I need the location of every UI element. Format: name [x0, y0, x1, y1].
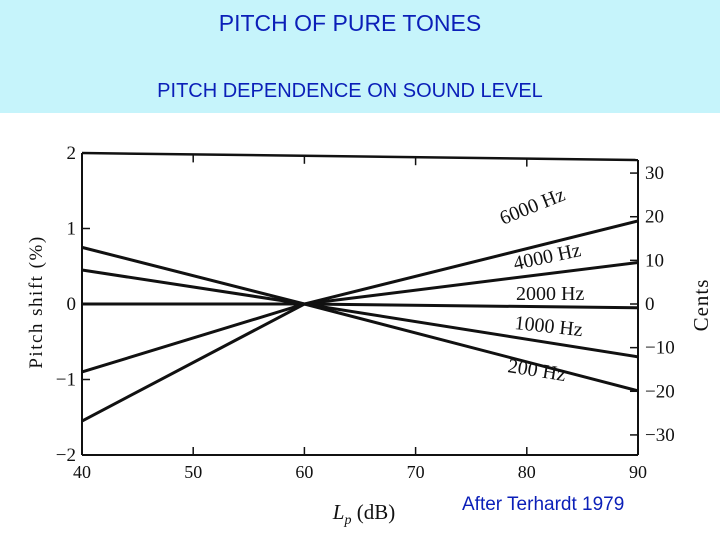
- page-title: PITCH OF PURE TONES: [218, 10, 482, 36]
- y2-tick-label: −30: [645, 425, 675, 446]
- source-credit: After Terhardt 1979: [462, 494, 625, 515]
- series-label: 2000 Hz: [516, 283, 584, 305]
- x-axis-title: Lp (dB): [332, 500, 395, 528]
- y2-tick-label: 20: [645, 207, 664, 228]
- y2-tick-label: 0: [645, 294, 655, 315]
- y-tick-label: −2: [56, 445, 76, 466]
- header-band: PITCH OF PURE TONES PITCH DEPENDENCE ON …: [0, 0, 720, 113]
- series-label: 200 Hz: [506, 355, 567, 386]
- x-axis-top: [81, 151, 639, 162]
- y-tick-label: 0: [67, 294, 77, 315]
- y2-tick-label: −20: [645, 381, 675, 402]
- x-tick-label: 90: [629, 462, 647, 482]
- series-line-200-hz: [81, 245, 639, 393]
- y2-tick-label: 30: [645, 163, 664, 184]
- y-axis-title: Pitch shift (%): [26, 235, 47, 368]
- y2-axis-title: Cents: [689, 279, 713, 332]
- y2-tick-label: −10: [645, 338, 675, 359]
- y-tick-label: 1: [67, 219, 77, 240]
- page-subtitle: PITCH DEPENDENCE ON SOUND LEVEL: [157, 80, 543, 102]
- y2-tick-label: 10: [645, 250, 664, 271]
- x-tick-label: 40: [73, 462, 91, 482]
- pitch-shift-chart: 40 50 60 70 80 90210−1−23020100−10−20−306000 …: [26, 143, 713, 528]
- x-tick-label: 60: [295, 462, 313, 482]
- x-tick-label: 70: [407, 462, 425, 482]
- series-label: 1000 Hz: [513, 312, 583, 341]
- x-tick-label: 50: [184, 462, 202, 482]
- y-tick-label: 2: [67, 143, 77, 164]
- y-tick-label: −1: [56, 370, 76, 391]
- x-tick-label: 80: [518, 462, 536, 482]
- series-label: 6000 Hz: [497, 184, 569, 230]
